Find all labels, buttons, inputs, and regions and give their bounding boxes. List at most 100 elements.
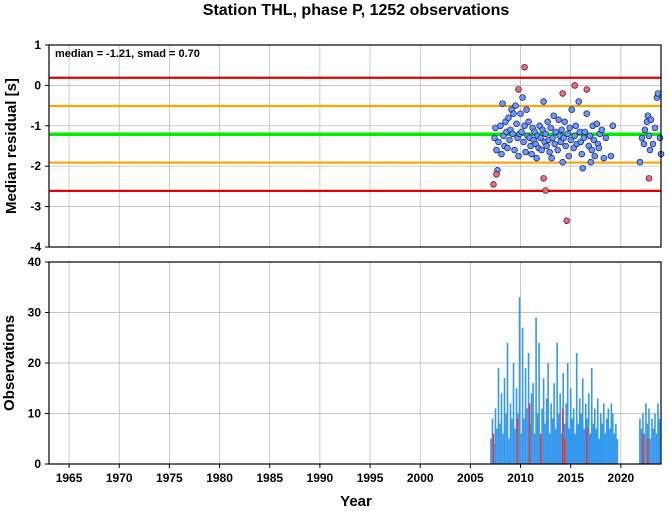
year-tick-label: 1970 <box>106 471 133 485</box>
residual-point <box>583 110 591 117</box>
residual-point <box>525 118 532 126</box>
observation-bar <box>601 423 604 464</box>
residual-point <box>493 171 500 178</box>
observation-bar <box>657 403 659 464</box>
residual-y-axis-label: Median residual [s] <box>3 78 20 214</box>
residual-point <box>517 110 524 117</box>
observation-bar <box>590 368 593 464</box>
observation-bar <box>604 433 607 464</box>
observation-bar <box>640 428 643 464</box>
residual-point <box>566 124 573 132</box>
residual-point <box>578 150 585 158</box>
observation-bar <box>654 413 656 464</box>
observation-bar <box>554 428 557 464</box>
observation-bar <box>645 403 647 464</box>
residual-point <box>509 130 516 138</box>
observation-bar <box>539 433 542 464</box>
observation-bar <box>492 433 495 464</box>
observation-bar <box>647 438 649 464</box>
residual-point <box>550 112 557 119</box>
observation-bar <box>490 438 492 464</box>
residual-point <box>565 152 572 160</box>
observation-bar <box>578 398 581 464</box>
residual-point <box>579 164 586 172</box>
observation-bar <box>545 398 548 464</box>
observation-bar <box>506 342 509 464</box>
observation-bar <box>584 403 587 464</box>
observation-bar <box>655 433 658 464</box>
observation-bar <box>547 363 549 464</box>
residual-point <box>499 100 506 107</box>
residual-point <box>575 98 582 105</box>
observation-bars <box>490 297 661 464</box>
year-tick-label: 1975 <box>156 471 183 485</box>
observation-bar <box>589 433 592 464</box>
residual-point <box>543 142 550 150</box>
observation-bar <box>535 317 537 464</box>
residual-point <box>563 217 570 224</box>
observation-bar <box>592 423 595 464</box>
residual-point <box>504 144 511 152</box>
observations-y-tick-label: 10 <box>28 407 42 421</box>
year-tick-label: 2015 <box>557 471 584 485</box>
residual-point <box>654 90 662 97</box>
residual-point <box>571 132 578 140</box>
observation-bar <box>514 428 516 464</box>
observation-bar <box>550 403 552 464</box>
residual-point <box>495 138 502 146</box>
residual-point <box>548 154 555 162</box>
residual-y-tick-label: -3 <box>30 200 41 214</box>
residual-plot-area <box>49 45 661 247</box>
residual-point <box>600 154 608 162</box>
residual-point <box>559 158 566 166</box>
observation-bar <box>544 423 546 464</box>
residual-point <box>591 152 599 160</box>
observation-bar <box>648 408 650 464</box>
observation-bar <box>577 423 580 464</box>
residual-point <box>493 146 500 154</box>
observation-bar <box>643 433 646 464</box>
observations-panel: 0 10 20 30 40 1965 1970 1975 1980 1985 1990 1995 20… <box>1 255 662 510</box>
residual-point <box>555 116 562 123</box>
residual-y-tick-label: 1 <box>34 38 41 52</box>
residual-y-tick-label: -2 <box>30 159 41 173</box>
residual-point <box>528 150 535 158</box>
residual-point <box>542 130 549 138</box>
residual-point <box>590 136 598 144</box>
residual-point <box>510 110 517 117</box>
observation-bar <box>575 352 578 464</box>
observation-bar <box>499 423 501 464</box>
residual-point <box>567 136 574 144</box>
residual-point <box>571 82 578 89</box>
residual-point <box>490 181 497 188</box>
residual-frame <box>48 44 662 248</box>
residual-point <box>581 128 589 136</box>
residual-point <box>561 118 568 126</box>
residual-point <box>636 158 644 166</box>
residual-point <box>595 144 603 152</box>
year-tick-label: 1980 <box>206 471 233 485</box>
observation-bar <box>536 413 539 464</box>
residual-point <box>580 134 587 142</box>
x-axis-label: Year <box>340 493 372 510</box>
observation-bar <box>616 438 619 464</box>
residual-point <box>513 120 520 128</box>
residual-point <box>506 136 513 144</box>
residual-point <box>523 106 530 113</box>
median-smad-annotation: median = -1.21, smad = 0.70 <box>55 48 200 60</box>
observation-bar <box>565 403 567 464</box>
observation-bar <box>658 418 661 464</box>
residual-point <box>602 134 610 142</box>
observation-bar <box>515 388 518 464</box>
observation-bar <box>598 438 601 464</box>
observation-bar <box>556 342 558 464</box>
residual-point <box>641 126 649 134</box>
year-tick-label: 2005 <box>457 471 484 485</box>
residual-point <box>583 86 591 93</box>
residual-point <box>560 134 567 142</box>
observation-bar <box>494 408 497 464</box>
residual-point <box>538 146 545 154</box>
residual-point <box>540 98 547 105</box>
residual-point <box>564 130 571 138</box>
observation-bar <box>600 413 602 464</box>
